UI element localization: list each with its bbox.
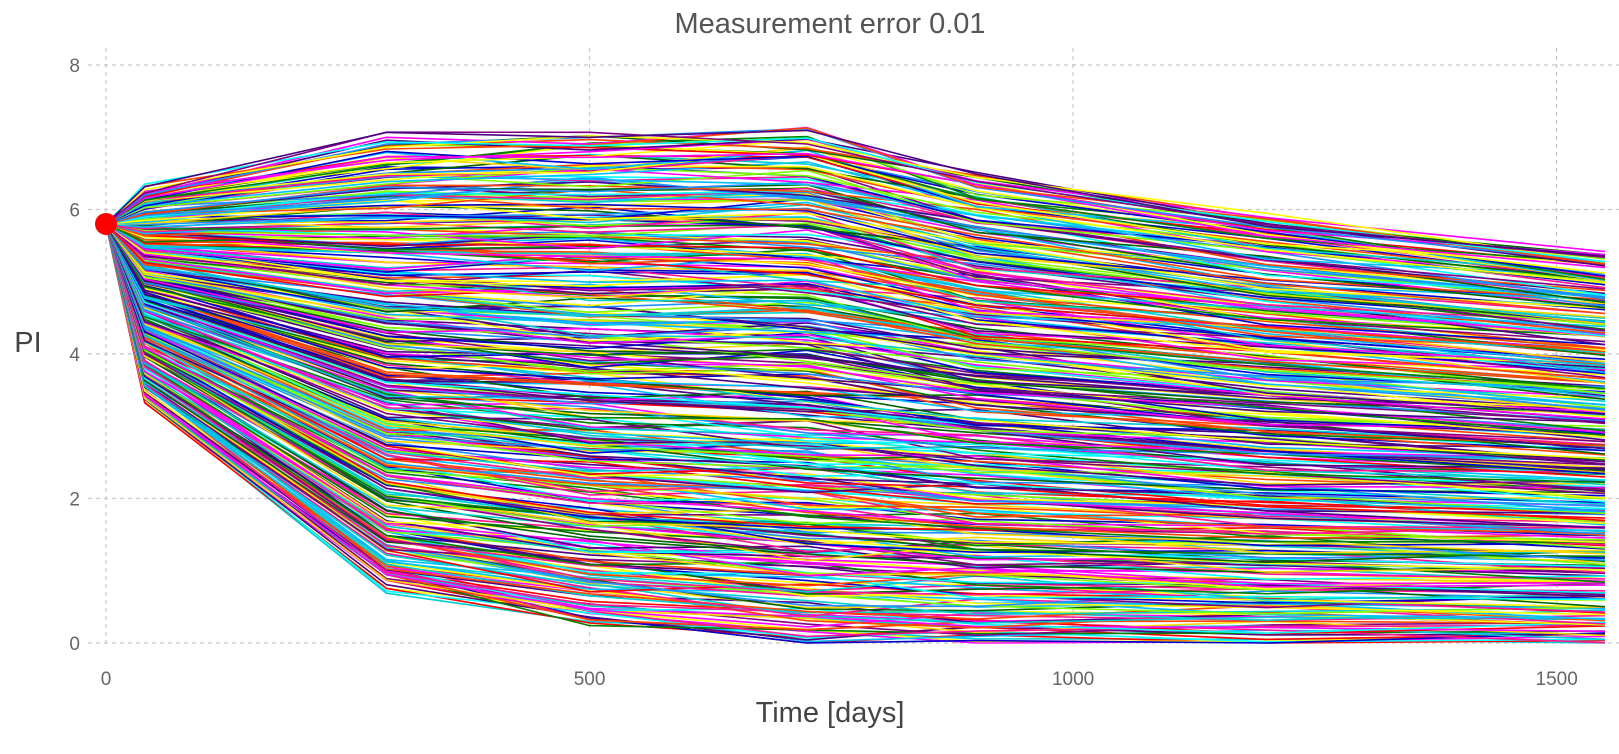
- series-line: [105, 223, 1606, 410]
- series-line: [105, 223, 1606, 349]
- x-tick-label: 1000: [1052, 669, 1094, 690]
- series-line: [105, 152, 1606, 269]
- tick-labels: 0 500 1000 1500 0 2 4 6 8: [69, 56, 1577, 690]
- x-tick-label: 500: [574, 669, 606, 690]
- y-tick-label: 8: [69, 56, 80, 77]
- series-line: [105, 223, 1606, 535]
- series-line: [105, 223, 1606, 574]
- y-tick-label: 0: [69, 634, 80, 655]
- series-line: [105, 223, 1606, 437]
- y-axis-label: PI: [14, 327, 41, 359]
- series-line: [105, 223, 1606, 484]
- y-tick-label: 2: [69, 490, 80, 511]
- series-line: [105, 127, 1606, 265]
- series-line: [105, 223, 1606, 637]
- y-tick-label: 6: [69, 201, 80, 222]
- series-line: [105, 154, 1606, 279]
- series-line: [105, 223, 1606, 460]
- traces: [105, 126, 1606, 644]
- series-line: [105, 223, 1606, 500]
- series-line: [105, 165, 1606, 284]
- series-line: [105, 223, 1606, 481]
- series-line: [105, 223, 1606, 373]
- series-line: [105, 201, 1606, 308]
- series-line: [105, 169, 1606, 285]
- y-tick-label: 4: [69, 345, 80, 366]
- series-line: [105, 223, 1606, 366]
- series-line: [105, 223, 1606, 539]
- series-line: [105, 223, 1606, 535]
- series-line: [105, 166, 1606, 284]
- series-line: [105, 223, 1606, 510]
- x-axis-label: Time [days]: [756, 697, 905, 729]
- series-line: [105, 161, 1606, 277]
- x-tick-label: 0: [101, 669, 112, 690]
- chart-title: Measurement error 0.01: [674, 8, 985, 40]
- initial-point-marker: [95, 212, 117, 235]
- series-line: [105, 184, 1606, 292]
- series-line: [105, 223, 1606, 438]
- series-line: [105, 221, 1606, 324]
- series-line: [105, 223, 1606, 367]
- series-line: [105, 223, 1606, 365]
- series-line: [105, 129, 1606, 257]
- series-line: [105, 223, 1606, 601]
- series-line: [105, 223, 1606, 388]
- series-line: [105, 223, 1606, 610]
- x-tick-label: 1500: [1536, 669, 1578, 690]
- series-line: [105, 223, 1606, 536]
